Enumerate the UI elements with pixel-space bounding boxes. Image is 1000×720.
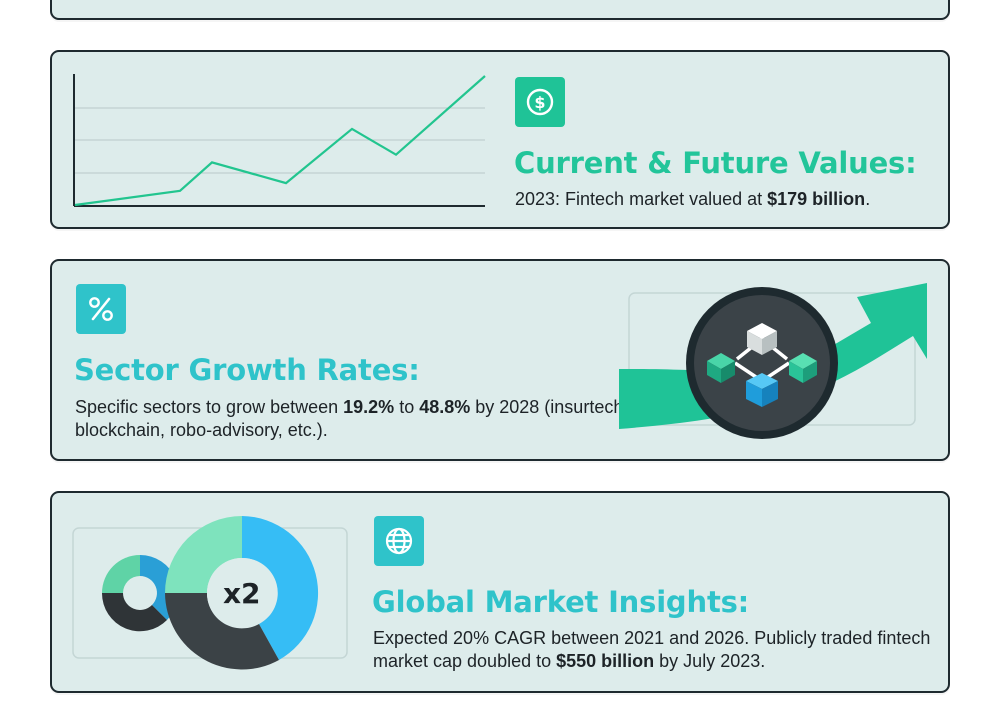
donut-multiplier-label: x2 — [223, 577, 261, 610]
highlight-value: 48.8% — [419, 397, 471, 417]
section-description: Specific sectors to grow between 19.2% t… — [75, 397, 629, 440]
chart-gridlines — [74, 107, 485, 174]
section-description: 2023: Fintech market valued at $179 bill… — [515, 189, 871, 209]
growth-line — [74, 75, 486, 207]
current-future-values-card: $ Current & Future Values: 2023: Fintech… — [50, 50, 950, 229]
global-market-card: x2 Global Market Insights: Expected 20% … — [50, 491, 950, 693]
dollar-coin-icon: $ — [515, 77, 565, 127]
section-heading: Sector Growth Rates: — [74, 353, 420, 387]
highlight-value: $179 billion — [767, 189, 866, 209]
previous-card — [50, 0, 950, 20]
globe-icon — [374, 516, 424, 566]
large-donut — [165, 516, 319, 670]
highlight-value: $550 billion — [556, 651, 655, 671]
blockchain-growth-illustration — [619, 283, 927, 439]
sector-growth-card: Sector Growth Rates: Specific sectors to… — [50, 259, 950, 461]
cube-left — [707, 353, 735, 383]
cube-top — [747, 323, 777, 355]
highlight-value: 19.2% — [343, 397, 395, 417]
percent-icon — [76, 284, 126, 334]
cube-right — [789, 353, 817, 383]
section-description: Expected 20% CAGR between 2021 and 2026.… — [373, 628, 931, 671]
svg-text:$: $ — [534, 93, 545, 112]
section-heading: Global Market Insights: — [372, 585, 750, 619]
cube-bottom — [746, 373, 778, 407]
growth-line-chart — [73, 74, 486, 207]
market-cap-donut-illustration — [72, 516, 348, 670]
section-heading: Current & Future Values: — [514, 146, 917, 180]
